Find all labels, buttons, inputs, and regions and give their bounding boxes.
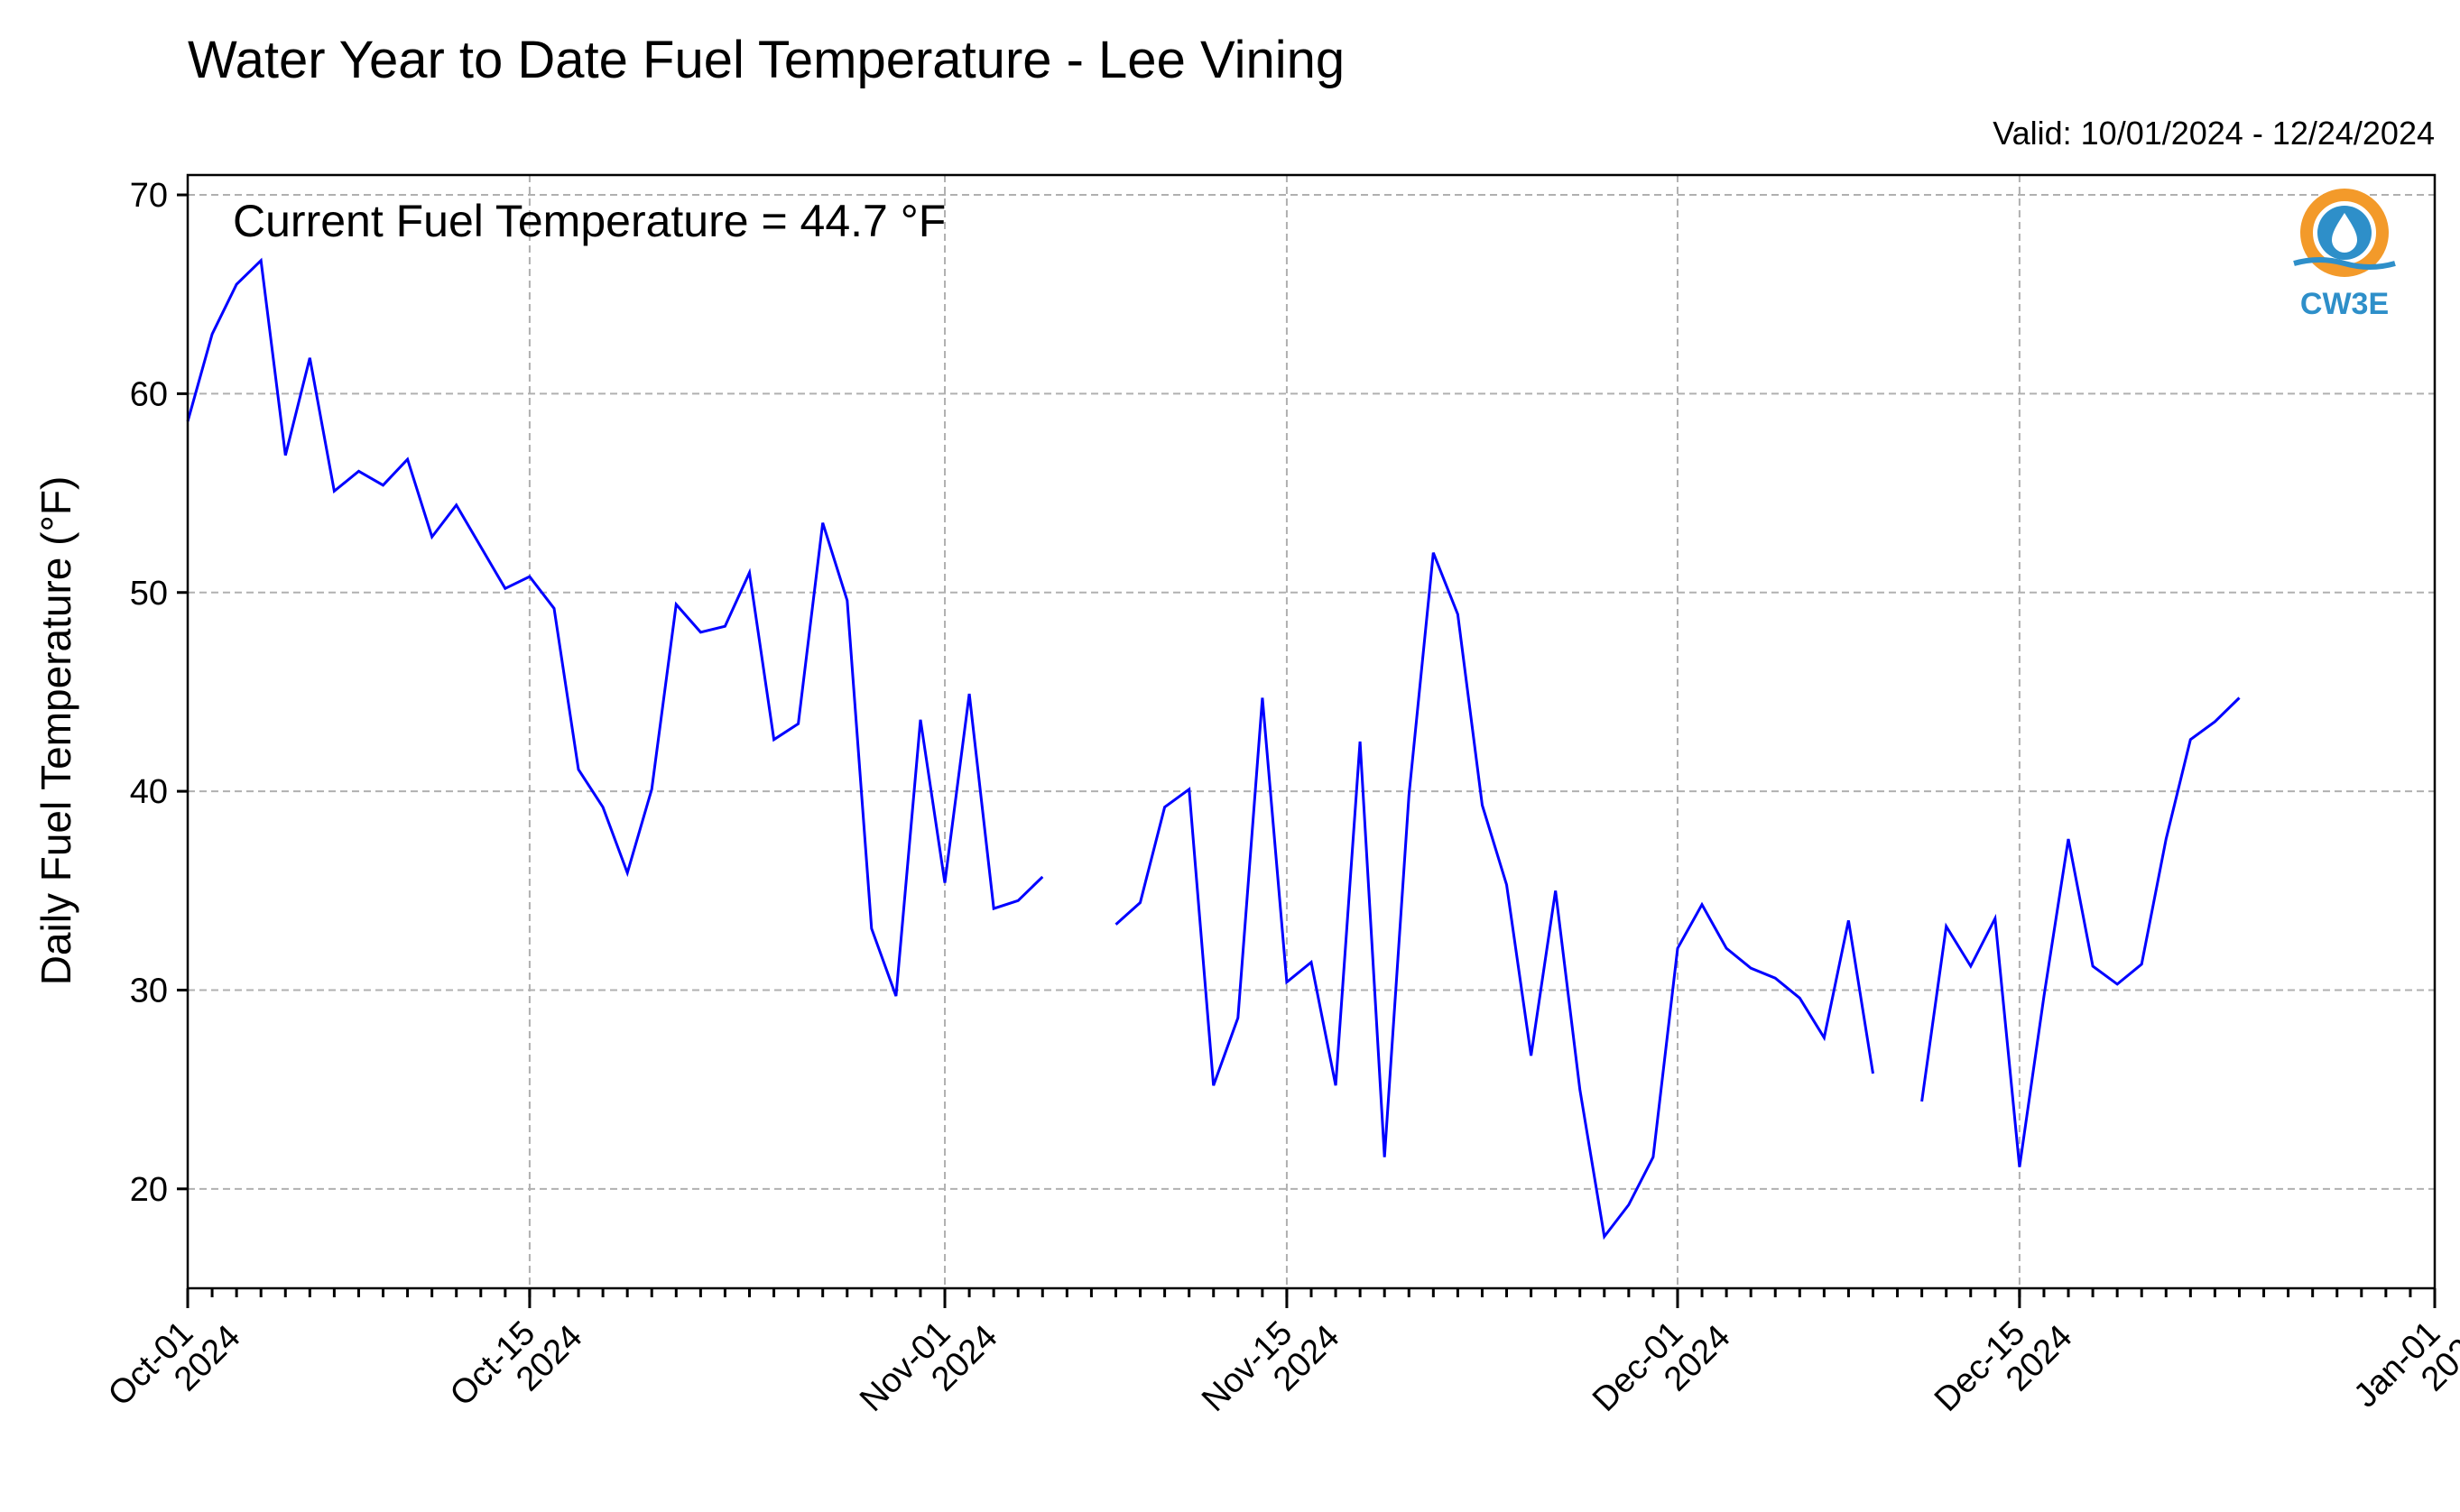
logo-text: CW3E (2300, 287, 2389, 321)
x-tick-label: Dec-152024 (1928, 1293, 2080, 1445)
chart-title: Water Year to Date Fuel Temperature - Le… (188, 31, 1345, 89)
series-line-segment (1920, 696, 2241, 1167)
x-tick-label: Dec-012024 (1586, 1293, 1738, 1445)
x-tick-label: Jan-012025 (2346, 1293, 2460, 1441)
cw3e-logo: CW3E (2293, 189, 2396, 321)
series-line-segment (186, 257, 1044, 997)
x-tick-label: Nov-152024 (1195, 1293, 1347, 1445)
y-tick-label: 70 (130, 177, 168, 215)
y-tick-label: 30 (130, 972, 168, 1010)
plot-frame (186, 173, 2437, 1290)
series-layer (186, 257, 2241, 1240)
y-tick-label: 20 (130, 1171, 168, 1209)
logo-wave (2293, 257, 2396, 270)
logo-ring (2300, 189, 2389, 277)
x-tick-label: Oct-152024 (443, 1293, 590, 1440)
y-axis: 20 30 40 50 60 70 (130, 177, 188, 1209)
current-temperature-annotation: Current Fuel Temperature = 44.7 °F (233, 196, 946, 246)
y-axis-label: Daily Fuel Temperature (°F) (32, 476, 79, 986)
valid-date-range: Valid: 10/01/2024 - 12/24/2024 (1993, 115, 2435, 152)
series-line-segment (1114, 552, 1874, 1240)
x-tick-label: Oct-012024 (101, 1293, 248, 1440)
water-drop-icon (2332, 213, 2357, 253)
x-axis: Oct-012024 Oct-152024 Nov-012024 Nov-152024… (101, 1288, 2460, 1445)
y-tick-label: 50 (130, 575, 168, 613)
y-tick-label: 40 (130, 773, 168, 811)
grid-lines (187, 175, 2436, 1288)
x-tick-label: Nov-012024 (853, 1293, 1005, 1445)
y-tick-label: 60 (130, 375, 168, 413)
